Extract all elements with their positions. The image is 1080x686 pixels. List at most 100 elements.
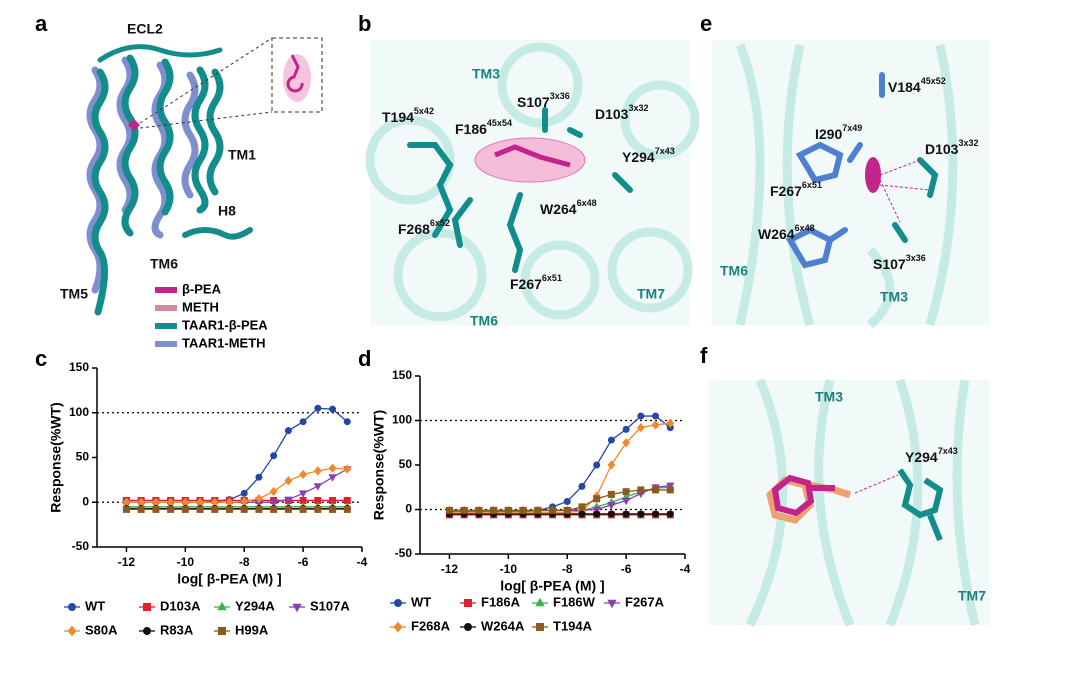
marker — [67, 625, 77, 637]
residue: F267 — [510, 276, 542, 292]
marker — [519, 506, 527, 514]
marker — [269, 486, 278, 497]
residue-sup: 7x49 — [842, 123, 862, 133]
legend-label: F268A — [411, 618, 451, 633]
residue: W264 — [758, 226, 795, 242]
residue-sup: 7x43 — [655, 146, 675, 156]
panel-letter: c — [35, 346, 47, 371]
marker — [652, 412, 660, 420]
residue-y294 — [897, 468, 944, 542]
marker — [240, 489, 248, 497]
marker — [343, 505, 351, 513]
legend-label: S80A — [85, 622, 118, 637]
marker — [394, 599, 402, 607]
marker — [329, 405, 337, 413]
panel-letter: f — [700, 343, 708, 368]
legend-label: F186W — [553, 594, 596, 609]
x-tick-label: -6 — [621, 562, 632, 576]
marker — [393, 621, 403, 633]
marker — [143, 603, 151, 611]
marker — [181, 505, 189, 513]
residue: F186 — [455, 121, 487, 137]
series-line — [126, 468, 348, 503]
marker — [314, 404, 322, 412]
legend-label: H99A — [235, 622, 269, 637]
marker — [637, 510, 645, 518]
marker — [535, 597, 545, 607]
x-tick-label: -10 — [177, 555, 195, 569]
y-tick-label: -50 — [395, 546, 413, 560]
panel-letter: d — [358, 346, 371, 371]
legend-label: β-PEA — [182, 281, 222, 296]
legend-label: TAAR1-METH — [182, 335, 266, 350]
marker — [666, 482, 675, 491]
label: F2676x51 — [770, 180, 822, 198]
density — [474, 137, 586, 183]
label: F2686x52 — [398, 218, 450, 236]
marker — [298, 490, 308, 498]
ligand-inset — [286, 54, 304, 93]
marker — [218, 627, 226, 635]
residue-sup: 3x36 — [906, 253, 926, 263]
series-line — [449, 415, 671, 512]
label: TM7 — [637, 286, 665, 302]
marker — [622, 488, 630, 496]
marker — [270, 452, 278, 460]
marker — [504, 506, 512, 514]
label: TM3 — [815, 389, 843, 405]
legend-label: METH — [182, 299, 219, 314]
residue: Y294 — [622, 149, 655, 165]
residue: I290 — [815, 126, 842, 142]
helices — [365, 42, 700, 322]
marker — [563, 497, 571, 505]
h-bonds — [879, 159, 931, 223]
y-tick-label: 100 — [69, 405, 89, 419]
label: Y2947x43 — [622, 146, 675, 164]
label: TM6 — [720, 263, 748, 279]
y-axis-label: Response(%WT) — [48, 402, 64, 512]
label: I2907x49 — [815, 123, 862, 141]
marker — [536, 623, 544, 631]
label: T1945x42 — [382, 106, 434, 124]
x-tick-label: -10 — [500, 562, 518, 576]
x-tick-label: -12 — [118, 555, 136, 569]
label: TM5 — [60, 286, 88, 302]
marker — [329, 505, 337, 513]
y-axis-label: Response(%WT) — [371, 410, 387, 520]
marker — [284, 496, 293, 505]
legend-swatch — [155, 323, 177, 329]
label: Y2947x43 — [905, 446, 958, 464]
marker — [607, 510, 615, 518]
residue: W264 — [540, 201, 577, 217]
marker — [122, 505, 130, 513]
x-axis-label: log[ β-PEA (M) ] — [500, 578, 604, 594]
residue: F268 — [398, 221, 430, 237]
panel-letter: b — [358, 11, 371, 36]
label: TM3 — [472, 66, 500, 82]
x-tick-label: -4 — [357, 555, 368, 569]
marker — [622, 425, 630, 433]
residue: S107 — [873, 256, 906, 272]
ligand — [494, 144, 571, 168]
marker — [143, 627, 151, 635]
label: S1073x36 — [517, 91, 570, 109]
legend-swatch — [155, 341, 177, 347]
label: F18645x54 — [455, 118, 512, 136]
label: TM1 — [228, 147, 256, 163]
marker — [269, 499, 278, 507]
marker — [652, 486, 660, 494]
legend-swatch — [155, 287, 177, 293]
marker — [343, 464, 352, 474]
marker — [226, 505, 233, 513]
marker — [460, 506, 468, 514]
marker — [313, 466, 322, 476]
marker — [343, 418, 351, 426]
y-tick-label: 0 — [82, 494, 89, 508]
marker — [137, 505, 145, 513]
legend-label: TAAR1-β-PEA — [182, 317, 268, 332]
marker — [292, 603, 302, 613]
legend-label: WT — [411, 594, 431, 609]
residue-sup: 6x51 — [802, 180, 822, 190]
residue-sup: 3x32 — [628, 103, 648, 113]
legend-label: WT — [85, 598, 105, 613]
